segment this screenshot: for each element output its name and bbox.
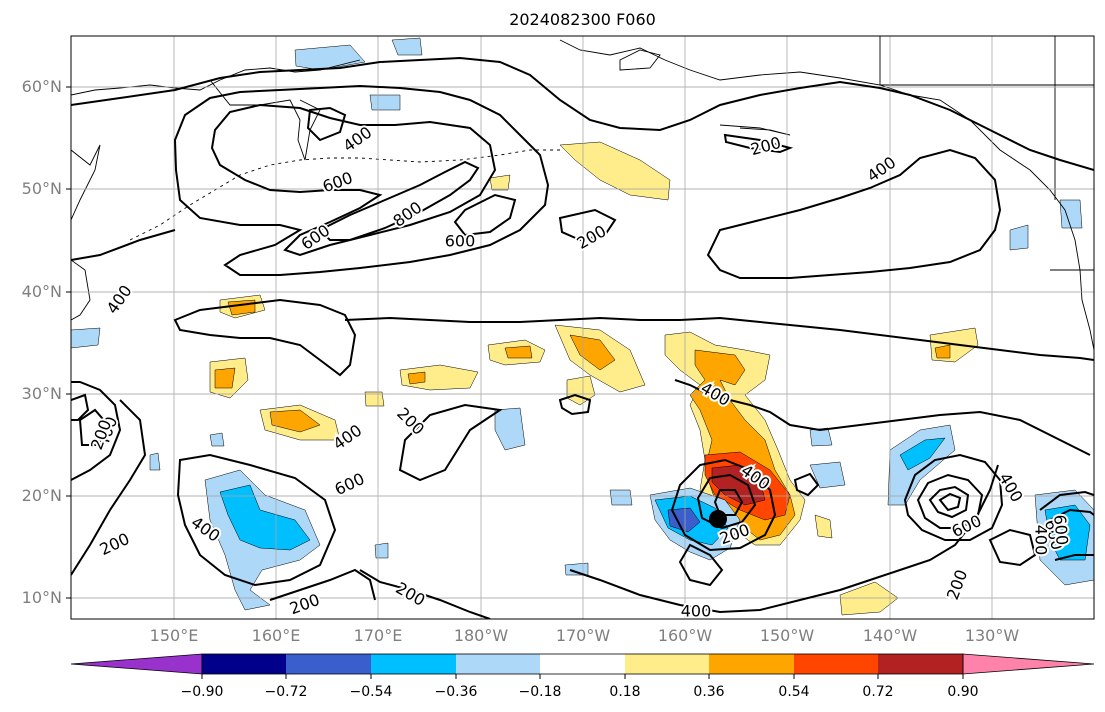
colorbar-bin-2 [202,654,286,674]
tick-marks [66,86,71,599]
colorbar-tick-label: −0.54 [349,684,393,700]
shade-orange-7 [407,371,426,385]
colorbar-tick-label: 0.18 [609,684,641,700]
lon-label-140w: 140°W [862,626,918,645]
shade-lightblue-11 [1009,224,1029,251]
shade-cyan-3 [899,437,946,471]
storm-center-marker [709,510,727,528]
colorbar-extend-low [70,653,203,675]
colorbar-bin-8 [709,654,794,674]
colorbar-tick-label: 0.72 [862,684,894,700]
shade-lightblue-10 [369,94,401,111]
colorbar-bin-9 [794,654,878,674]
chart-title: 2024082300 F060 [509,10,656,29]
lon-label-130w: 130°W [964,626,1020,645]
contour-lines [71,56,1094,619]
colorbar-bin-5 [456,654,540,674]
shade-lightblue-13 [1059,199,1083,229]
shade-lightblue-14 [609,489,633,506]
colorbar-extend-high [962,653,1095,675]
lon-label-170w: 170°W [555,626,611,645]
colorbar-tick-label: −0.18 [518,684,562,700]
lat-label-30n: 30°N [21,384,62,403]
colorbar-bin-7 [625,654,709,674]
lat-label-10n: 10°N [21,588,62,607]
shade-lightblue-12 [71,327,101,349]
shade-orange-6 [269,409,321,433]
shade-lightblue-8 [391,37,423,56]
contour-label: 400 [1032,525,1051,556]
shade-orange-2 [569,334,616,371]
lat-label-50n: 50°N [21,179,62,198]
lat-label-20n: 20°N [21,486,62,505]
colorbar-frame [201,653,964,675]
colorbar-bin-10 [878,654,963,674]
shade-yellow-11 [839,581,899,616]
shade-yellow-12 [489,174,511,191]
shade-cyan-1 [219,484,311,551]
contour-label: 400 [681,602,712,621]
colorbar-bin-3 [286,654,371,674]
lat-label-40n: 40°N [21,282,62,301]
colorbar-tick-label: −0.36 [434,684,478,700]
lon-label-160e: 160°E [251,626,301,645]
contour-label: 600 [1050,514,1072,546]
contour-label: 600 [445,232,476,251]
shade-yellow-7 [399,364,479,391]
shade-orange-10 [934,344,951,359]
colorbar-bin-4 [371,654,456,674]
shade-orange-4 [227,299,256,316]
colorbar [70,653,1095,679]
shade-yellow-13 [364,391,385,407]
shade-lightblue-6 [809,461,846,489]
shade-lightblue-7 [809,427,833,447]
lon-label-150w: 150°W [759,626,815,645]
colorbar-tick-label: −0.90 [180,684,224,700]
shade-lightblue-9 [294,44,366,71]
shade-blue-2 [667,507,701,533]
colorbar-tick-label: 0.90 [947,684,979,700]
colorbar-tick-label: 0.54 [778,684,810,700]
shade-lightblue-5 [494,407,526,451]
colorbar-bin-6 [540,654,625,674]
plot-frame [70,35,1095,620]
lon-label-180w: 180°W [453,626,509,645]
lon-label-170e: 170°E [353,626,403,645]
shade-lightblue-16 [374,542,389,559]
shade-lightblue-17 [209,432,225,447]
colorbar-tick-label: −0.72 [264,684,308,700]
lat-label-60n: 60°N [21,77,62,96]
lon-label-150e: 150°E [149,626,199,645]
colorbar-tick-label: 0.36 [693,684,725,700]
shade-lightblue-18 [149,452,161,471]
shade-yellow-14 [814,514,833,539]
lon-label-160w: 160°W [657,626,713,645]
gridlines [71,36,1094,619]
shade-orange-8 [504,345,533,359]
shade-cyan-4 [1044,504,1091,561]
shade-orange-5 [214,367,236,389]
